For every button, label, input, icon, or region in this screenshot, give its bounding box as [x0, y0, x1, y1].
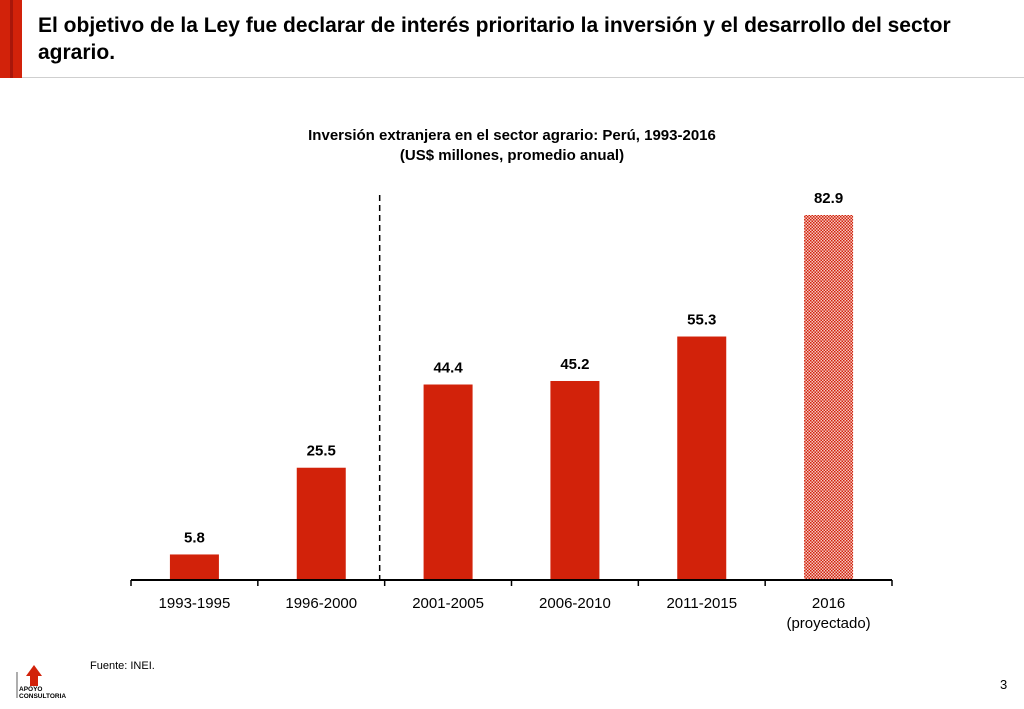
- slide-title: El objetivo de la Ley fue declarar de in…: [38, 14, 951, 64]
- bar-2006-2010: [550, 380, 600, 580]
- logo-line2: CONSULTORIA: [19, 693, 66, 700]
- logo-line1: APOYO: [19, 686, 42, 693]
- category-label: 1996-2000: [285, 595, 357, 612]
- category-label: 1993-1995: [159, 595, 231, 612]
- accent-bar: [0, 0, 22, 78]
- value-label: 25.5: [307, 443, 336, 460]
- page-number: 3: [1000, 677, 1008, 692]
- source-note: Fuente: INEI.: [90, 660, 155, 672]
- bar-2016: [804, 215, 854, 580]
- category-label: 2006-2010: [539, 595, 611, 612]
- category-label: 2001-2005: [412, 595, 484, 612]
- value-label: 45.2: [560, 356, 589, 373]
- category-sublabel: (proyectado): [786, 615, 870, 632]
- value-label: 82.9: [814, 190, 843, 207]
- value-label: 44.4: [433, 360, 463, 377]
- category-label: 2016: [812, 595, 845, 612]
- bar-1993-1995: [169, 554, 219, 580]
- category-label: 2011-2015: [666, 595, 737, 612]
- title-divider: [22, 77, 1024, 78]
- bar-2001-2005: [423, 384, 473, 580]
- chart-subtitle: (US$ millones, promedio anual): [399, 147, 625, 164]
- apoyo-consultoria-logo: APOYO CONSULTORIA: [16, 665, 66, 700]
- value-label: 5.8: [184, 529, 205, 546]
- bar-1996-2000: [296, 467, 346, 580]
- chart-title-block: Inversión extranjera en el sector agrari…: [212, 126, 812, 166]
- chart-title: Inversión extranjera en el sector agrari…: [308, 127, 716, 144]
- value-label: 55.3: [687, 312, 716, 329]
- bar-2011-2015: [677, 336, 727, 580]
